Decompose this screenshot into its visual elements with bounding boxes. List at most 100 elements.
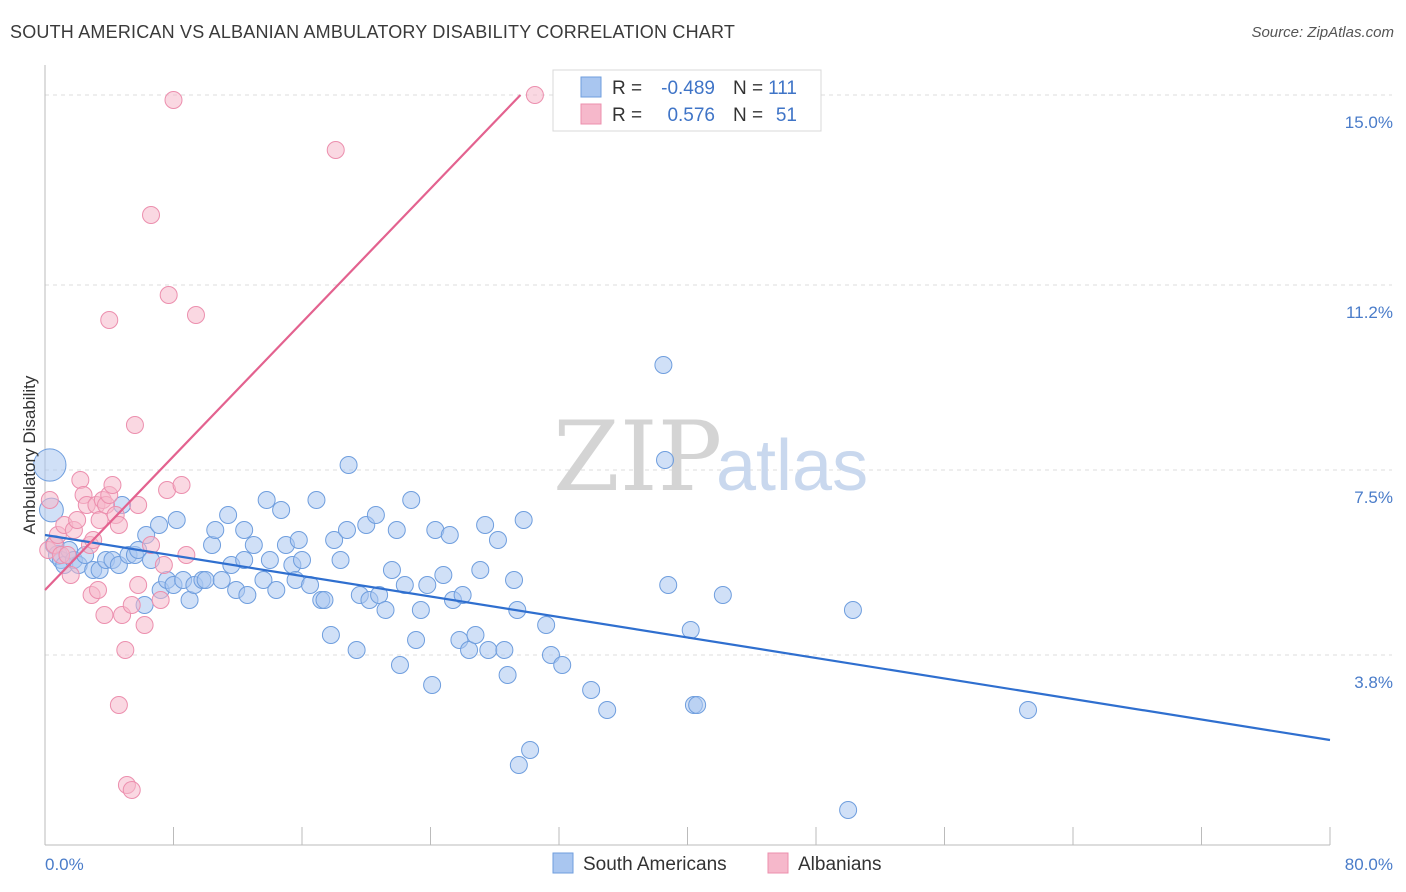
albanian-point	[135, 616, 154, 634]
south-american-point	[267, 581, 286, 599]
south-american-point	[219, 506, 238, 524]
south-american-point	[235, 521, 254, 539]
y-tick-label: 11.2%	[1346, 303, 1393, 322]
grid-lines	[45, 94, 1392, 656]
south-american-point	[244, 536, 263, 554]
albanian-point	[142, 536, 161, 554]
south-american-point	[509, 756, 528, 774]
south-american-point	[553, 656, 572, 674]
albanian-point	[129, 496, 148, 514]
south-american-point	[212, 571, 231, 589]
tick-labels: 3.8% 7.5% 11.2% 15.0% 0.0% 80.0%	[45, 113, 1393, 874]
legend-n-value-2: 51	[776, 105, 797, 126]
legend-r-label-1: R =	[612, 78, 642, 99]
south-american-trend-line	[44, 533, 1331, 742]
bottom-legend-swatch-albanians	[767, 852, 789, 874]
south-american-point	[203, 536, 222, 554]
legend-r-value-2: 0.576	[667, 105, 715, 126]
chart-title: SOUTH AMERICAN VS ALBANIAN AMBULATORY DI…	[10, 22, 736, 42]
series-legend: South Americans Albanians	[552, 852, 881, 875]
south-american-point	[440, 526, 459, 544]
y-tick-label: 15.0%	[1345, 113, 1393, 132]
south-american-point	[150, 516, 169, 534]
south-american-point	[387, 521, 406, 539]
south-american-point	[257, 491, 276, 509]
legend-r-label-2: R =	[612, 105, 642, 126]
south-american-point	[307, 491, 326, 509]
south-american-point	[260, 551, 279, 569]
south-american-point	[376, 601, 395, 619]
albanian-point	[116, 641, 135, 659]
south-american-point	[196, 571, 215, 589]
watermark-zip: ZIP	[553, 401, 722, 513]
south-american-point	[407, 631, 426, 649]
albanian-point	[61, 566, 80, 584]
south-american-point	[839, 801, 858, 819]
south-american-point	[713, 586, 732, 604]
south-american-point	[167, 511, 186, 529]
south-american-point	[541, 646, 560, 664]
south-american-point	[843, 601, 862, 619]
south-american-point	[460, 641, 479, 659]
south-american-point	[254, 571, 273, 589]
albanian-point	[129, 576, 148, 594]
south-american-point	[180, 591, 199, 609]
south-american-point	[476, 516, 495, 534]
watermark: ZIP atlas	[553, 401, 868, 513]
south-american-point	[370, 586, 389, 604]
albanian-point	[95, 606, 114, 624]
watermark-atlas: atlas	[716, 426, 868, 506]
albanian-point	[164, 91, 183, 109]
legend-r-value-1: -0.489	[661, 78, 715, 99]
south-american-point	[582, 681, 601, 699]
y-axis-label: Ambulatory Disability	[20, 375, 39, 534]
south-american-point	[337, 521, 356, 539]
south-american-point	[238, 586, 257, 604]
bottom-legend-swatch-south-americans	[552, 852, 574, 874]
south-american-point	[206, 521, 225, 539]
albanian-point	[125, 416, 144, 434]
south-american-point	[505, 571, 524, 589]
south-american-point	[315, 591, 334, 609]
albanian-point	[142, 206, 161, 224]
south-american-point	[659, 576, 678, 594]
albanian-point	[100, 311, 119, 329]
albanian-point	[186, 306, 205, 324]
trend-lines	[44, 94, 1331, 742]
south-american-point	[390, 656, 409, 674]
south-american-point	[1019, 701, 1038, 719]
albanian-point	[103, 476, 122, 494]
south-american-point	[453, 586, 472, 604]
south-american-point	[418, 576, 437, 594]
south-american-point	[498, 666, 517, 684]
legend-n-label-1: N =	[733, 78, 763, 99]
south-american-point	[598, 701, 617, 719]
south-american-point	[235, 551, 254, 569]
south-american-point	[331, 551, 350, 569]
legend-n-label-2: N =	[733, 105, 763, 126]
albanian-point	[71, 471, 90, 489]
albanian-point	[122, 781, 141, 799]
legend-swatch-pink	[580, 103, 602, 125]
albanian-point	[159, 286, 178, 304]
south-american-point	[514, 511, 533, 529]
south-american-point	[656, 451, 675, 469]
albanian-point	[177, 546, 196, 564]
south-american-point	[347, 641, 366, 659]
south-american-point	[33, 448, 67, 482]
south-american-point	[479, 641, 498, 659]
x-tick-label: 0.0%	[45, 855, 84, 874]
south-american-point	[325, 531, 344, 549]
y-tick-label: 3.8%	[1354, 673, 1393, 692]
south-american-point	[495, 641, 514, 659]
legend-n-value-1: 111	[768, 78, 797, 99]
south-american-point	[688, 696, 707, 714]
albanian-point	[89, 581, 108, 599]
south-american-point	[339, 456, 358, 474]
x-tick-label: 80.0%	[1345, 855, 1393, 874]
south-american-point	[411, 601, 430, 619]
south-american-point	[382, 561, 401, 579]
south-american-point	[466, 626, 485, 644]
albanian-point	[109, 516, 128, 534]
